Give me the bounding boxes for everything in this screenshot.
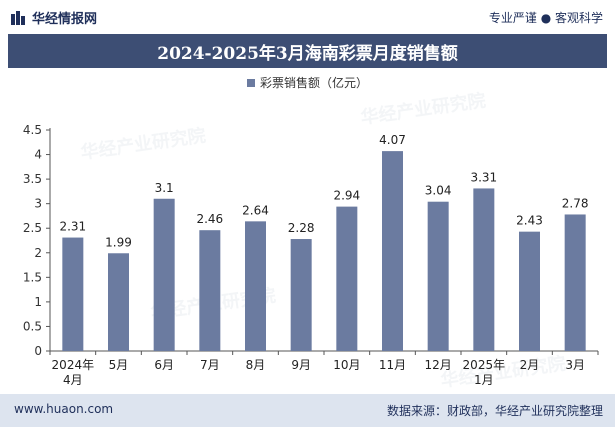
bar xyxy=(564,214,586,351)
tagline: 专业严谨 ● 客观科学 xyxy=(488,11,603,25)
y-tick-label: 3 xyxy=(34,197,42,211)
bar xyxy=(245,221,266,351)
legend-label: 彩票销售额（亿元） xyxy=(259,76,368,90)
x-tick-label: 5月 xyxy=(109,358,129,372)
x-tick-label: 3月 xyxy=(565,358,585,372)
y-tick-label: 0 xyxy=(34,344,42,358)
x-tick-label: 8月 xyxy=(246,358,266,372)
bar-value-label: 4.07 xyxy=(379,133,406,147)
x-tick-label: 12月 xyxy=(425,358,452,372)
y-tick-label: 1.5 xyxy=(23,270,42,284)
brand-name: 华经情报网 xyxy=(32,12,98,27)
bar xyxy=(427,201,449,351)
bar xyxy=(382,151,403,351)
chart-title: 2024-2025年3月海南彩票月度销售额 xyxy=(157,43,458,64)
bar xyxy=(519,231,540,351)
footer-source: 数据来源：财政部，华经产业研究院整理 xyxy=(386,404,603,418)
bar-value-label: 2.31 xyxy=(59,220,86,234)
x-tick-label: 7月 xyxy=(200,358,220,372)
y-tick-label: 3.5 xyxy=(23,172,42,186)
brand-logo-icon xyxy=(11,10,25,25)
y-tick-label: 2.5 xyxy=(23,221,42,235)
bar-value-label: 2.94 xyxy=(333,189,360,203)
legend: 彩票销售额（亿元） xyxy=(0,74,615,91)
top-bar: 华经情报网 专业严谨 ● 客观科学 xyxy=(0,0,615,34)
x-tick-label: 6月 xyxy=(154,358,174,372)
x-tick-label: 9月 xyxy=(291,358,311,372)
bar xyxy=(199,230,221,351)
brand[interactable]: 华经情报网 xyxy=(10,8,97,27)
footer: www.huaon.com 数据来源：财政部，华经产业研究院整理 xyxy=(0,394,615,427)
bar-value-label: 3.1 xyxy=(155,181,174,195)
x-tick-label: 10月 xyxy=(333,358,360,372)
bar xyxy=(62,237,84,351)
bar xyxy=(108,253,129,351)
bar-value-label: 2.28 xyxy=(288,221,315,235)
y-tick-label: 4.5 xyxy=(23,123,42,137)
x-tick-label: 4月 xyxy=(63,373,83,387)
footer-url[interactable]: www.huaon.com xyxy=(14,402,114,416)
x-tick-label: 2月 xyxy=(520,358,540,372)
x-tick-label: 1月 xyxy=(474,373,494,387)
legend-swatch xyxy=(246,78,255,87)
bar-value-label: 2.43 xyxy=(516,214,543,228)
bar xyxy=(336,206,358,351)
x-tick-label: 2025年 xyxy=(463,358,506,372)
x-tick-label: 2024年 xyxy=(52,358,95,372)
bar-value-label: 1.99 xyxy=(105,235,132,249)
y-tick-label: 4 xyxy=(34,148,42,162)
y-tick-label: 1 xyxy=(34,295,42,309)
bar-value-label: 2.78 xyxy=(562,196,589,210)
y-tick-label: 2 xyxy=(34,246,42,260)
x-tick-label: 11月 xyxy=(379,358,406,372)
title-band: 2024-2025年3月海南彩票月度销售额 xyxy=(8,34,607,68)
bar-value-label: 3.04 xyxy=(425,184,452,198)
bar-value-label: 2.64 xyxy=(242,203,269,217)
bar xyxy=(290,239,312,351)
bar xyxy=(153,198,175,351)
bar xyxy=(473,188,495,351)
bar-value-label: 3.31 xyxy=(470,170,497,184)
bar-value-label: 2.46 xyxy=(196,212,223,226)
y-tick-label: 0.5 xyxy=(23,319,42,333)
